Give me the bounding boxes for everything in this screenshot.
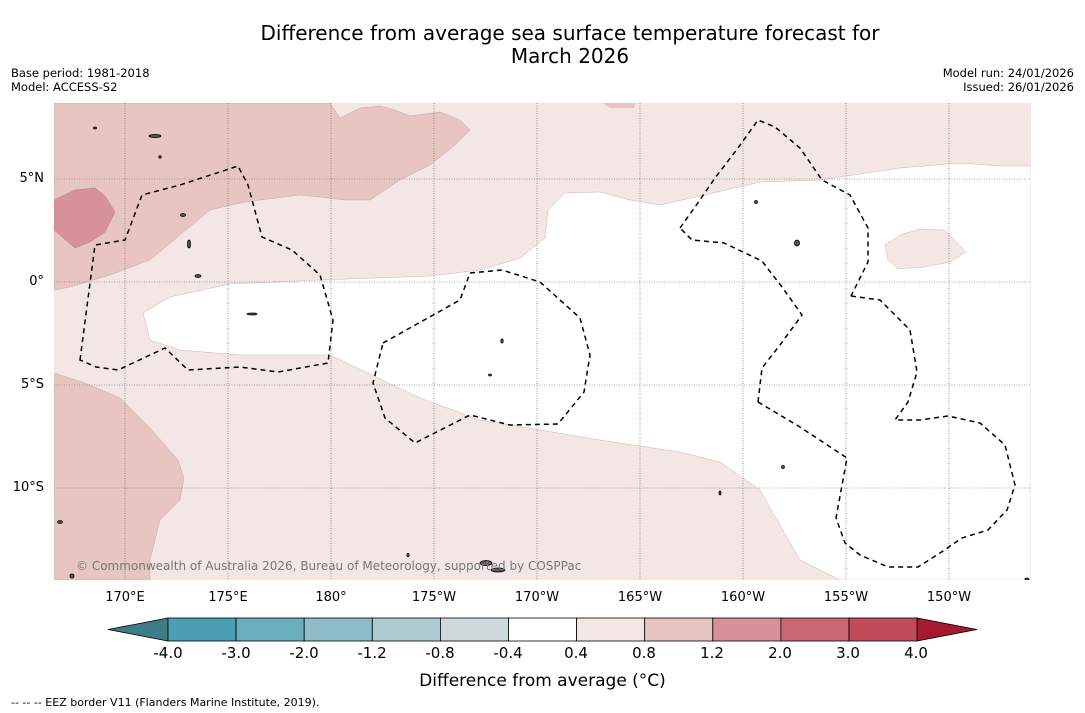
- lat-label: 5°S: [20, 377, 44, 392]
- island: [488, 373, 492, 377]
- colorbar-segment: [167, 617, 237, 642]
- eez-border-southeast: [835, 295, 1016, 568]
- issued-date: Issued: 26/01/2026: [963, 80, 1074, 94]
- island: [158, 155, 162, 159]
- eez-border-east-lower: [757, 401, 848, 519]
- islands: [57, 126, 1030, 580]
- island: [479, 560, 493, 566]
- anomaly-band-0.8-east-patch: [884, 228, 967, 270]
- colorbar-tick: -0.4: [493, 644, 523, 662]
- colorbar-segment: [303, 617, 373, 642]
- lon-label: 150°W: [926, 590, 972, 605]
- lon-label: 170°E: [105, 590, 145, 605]
- colorbar-min-extension: [107, 617, 169, 642]
- colorbar-segment: [371, 617, 441, 642]
- island: [180, 213, 186, 217]
- colorbar-tick: 0.8: [632, 644, 656, 662]
- anomaly-band-1.2-2.0: [54, 187, 116, 249]
- colorbar-tick: 1.2: [700, 644, 724, 662]
- eez-legend: -- -- -- EEZ border V11 (Flanders Marine…: [11, 696, 320, 709]
- map-area: [54, 103, 1031, 580]
- eez-border-central: [372, 269, 591, 444]
- colorbar-tick: 2.0: [768, 644, 792, 662]
- colorbar-segment: [848, 617, 918, 642]
- island: [1024, 577, 1030, 580]
- island: [57, 520, 63, 524]
- island: [187, 239, 191, 249]
- lon-label: 165°W: [617, 590, 663, 605]
- eez-borders: [79, 119, 1016, 568]
- colorbar-segment: [780, 617, 850, 642]
- anomaly-band-0.8-1.2-north: [54, 103, 471, 291]
- colorbar-segment: [439, 617, 509, 642]
- lon-label: 175°E: [208, 590, 248, 605]
- colorbar-tick: -0.8: [425, 644, 455, 662]
- lon-label: 160°W: [720, 590, 766, 605]
- copyright-notice: © Commonwealth of Australia 2026, Bureau…: [76, 559, 582, 573]
- title-line-2: March 2026: [510, 44, 630, 68]
- island: [69, 573, 75, 579]
- colorbar-tick: 0.4: [564, 644, 588, 662]
- colorbar-segment: [235, 617, 305, 642]
- eez-border-east-upper: [679, 227, 803, 403]
- eez-border-east-north: [679, 119, 869, 297]
- lon-label: 180°: [315, 590, 347, 605]
- right-metadata: Model run: 24/01/2026 Issued: 26/01/2026: [943, 66, 1074, 94]
- island: [781, 465, 785, 469]
- island: [148, 134, 162, 138]
- colorbar-tick: 3.0: [836, 644, 860, 662]
- graticule: [54, 103, 1031, 580]
- colorbar-segment: [576, 617, 646, 642]
- model-name: Model: ACCESS-S2: [11, 80, 118, 94]
- colorbar-tick: -3.0: [221, 644, 251, 662]
- island: [93, 126, 97, 130]
- anomaly-band-0.8-1.2-south: [54, 372, 185, 580]
- island: [500, 338, 504, 344]
- island: [406, 553, 410, 557]
- eez-border-west: [79, 165, 334, 373]
- lon-label: 175°W: [411, 590, 457, 605]
- island: [490, 567, 506, 573]
- lat-label: 0°: [29, 274, 44, 289]
- anomaly-band-0.8-1.2-north-small: [603, 103, 636, 108]
- lon-label: 170°W: [514, 590, 560, 605]
- colorbar-tick: -2.0: [289, 644, 319, 662]
- island: [794, 239, 800, 247]
- colorbar-max-extension: [916, 617, 978, 642]
- island: [754, 200, 758, 204]
- colorbar-segments: [167, 617, 918, 642]
- island: [718, 490, 722, 496]
- lat-label: 10°S: [12, 480, 44, 495]
- island: [194, 274, 202, 278]
- lon-label: 155°W: [823, 590, 869, 605]
- colorbar-segment: [508, 617, 577, 642]
- map-title: Difference from average sea surface temp…: [0, 22, 1085, 68]
- colorbar-tick: 4.0: [904, 644, 928, 662]
- island: [246, 312, 258, 316]
- colorbar-title: Difference from average (°C): [419, 671, 666, 691]
- model-run: Model run: 24/01/2026: [942, 66, 1074, 80]
- title-line-1: Difference from average sea surface temp…: [260, 21, 880, 45]
- colorbar-tick: -4.0: [153, 644, 183, 662]
- colorbar-segment: [644, 617, 714, 642]
- colorbar: [107, 617, 978, 642]
- lat-label: 5°N: [19, 171, 45, 186]
- left-metadata: Base period: 1981-2018 Model: ACCESS-S2: [11, 66, 150, 94]
- colorbar-segment: [712, 617, 782, 642]
- base-period: Base period: 1981-2018: [11, 66, 150, 80]
- colorbar-tick: -1.2: [357, 644, 387, 662]
